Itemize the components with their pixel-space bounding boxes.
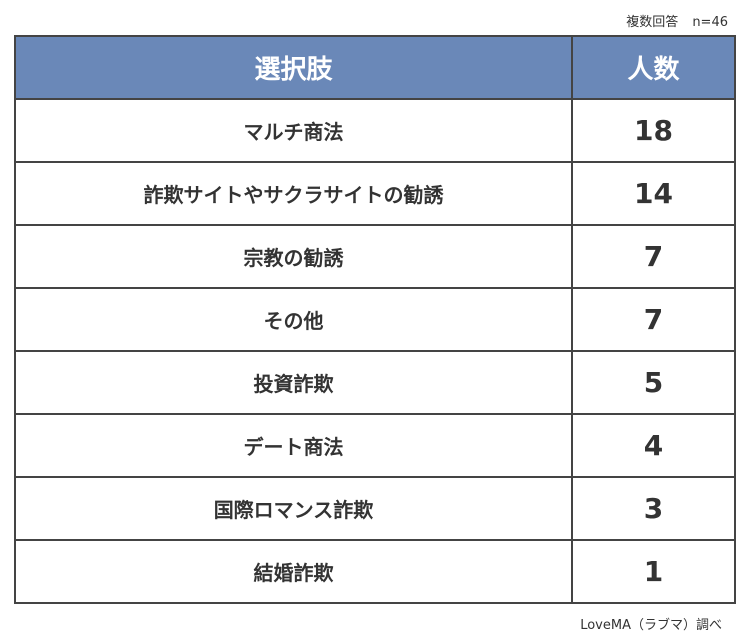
table-row: デート商法 4	[14, 413, 736, 478]
table-row: 国際ロマンス詐欺 3	[14, 476, 736, 541]
count-value: 7	[571, 224, 736, 289]
table-row: マルチ商法 18	[14, 98, 736, 163]
multiple-answer-label: 複数回答	[626, 15, 679, 30]
count-value: 7	[571, 287, 736, 352]
header-count: 人数	[571, 35, 736, 100]
table-row: 詐欺サイトやサクラサイトの勧誘 14	[14, 161, 736, 226]
option-label: デート商法	[14, 413, 573, 478]
count-value: 4	[571, 413, 736, 478]
table-row: 結婚詐欺 1	[14, 539, 736, 604]
source-note: LoveMA（ラブマ）調べ	[580, 618, 722, 633]
table-row: 投資詐欺 5	[14, 350, 736, 415]
option-label: その他	[14, 287, 573, 352]
survey-note: 複数回答 n=46	[626, 11, 728, 30]
count-value: 18	[571, 98, 736, 163]
count-value: 5	[571, 350, 736, 415]
table-row: 宗教の勧誘 7	[14, 224, 736, 289]
results-table: 選択肢 人数 マルチ商法 18 詐欺サイトやサクラサイトの勧誘 14 宗教の勧誘 7 その他…	[14, 35, 736, 604]
sample-size: n=46	[692, 15, 728, 30]
option-label: 投資詐欺	[14, 350, 573, 415]
table-row: その他 7	[14, 287, 736, 352]
option-label: 結婚詐欺	[14, 539, 573, 604]
count-value: 3	[571, 476, 736, 541]
count-value: 14	[571, 161, 736, 226]
count-value: 1	[571, 539, 736, 604]
option-label: 国際ロマンス詐欺	[14, 476, 573, 541]
table-header: 選択肢 人数	[14, 35, 736, 100]
option-label: 詐欺サイトやサクラサイトの勧誘	[14, 161, 573, 226]
header-option: 選択肢	[14, 35, 573, 100]
option-label: マルチ商法	[14, 98, 573, 163]
option-label: 宗教の勧誘	[14, 224, 573, 289]
